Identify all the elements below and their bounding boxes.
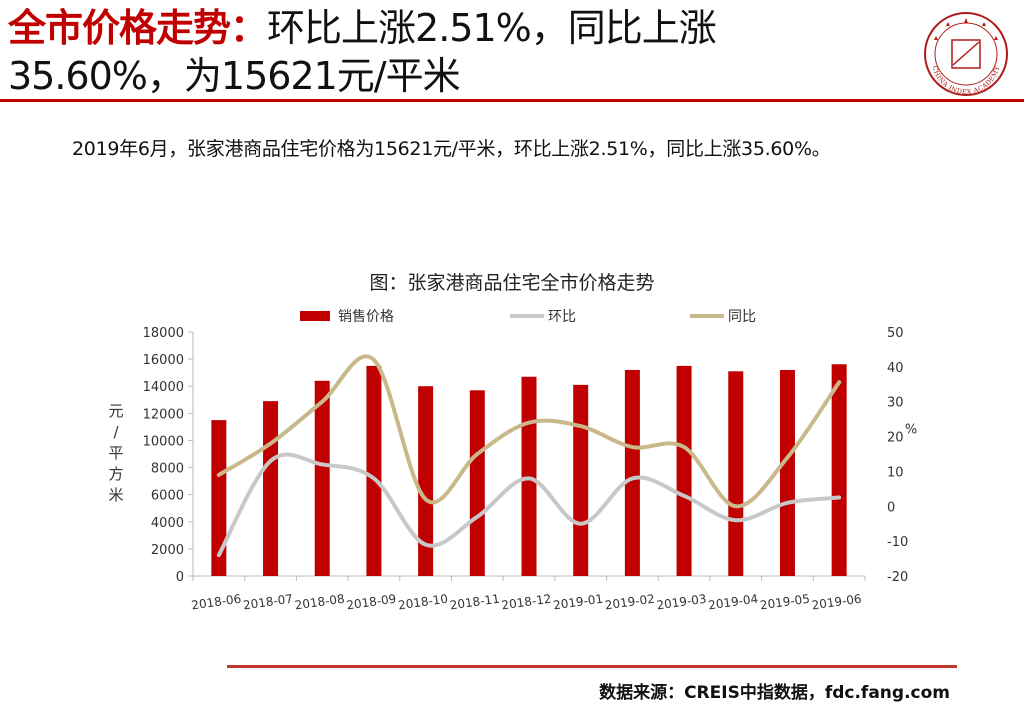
- y-right-tick-label: 50: [887, 326, 904, 341]
- price-trend-chart: 0 2000 4000 6000 8000 10000 12000 14000 16000 180…: [108, 309, 917, 613]
- legend-label-环比: 环比: [548, 309, 576, 325]
- bar-2019-04: [728, 371, 744, 576]
- headline: 全市价格走势：环比上涨2.51%，同比上涨35.60%，为15621元/平米: [8, 4, 888, 100]
- y-left-tick-label: 2000: [151, 543, 184, 558]
- y-right-tick-label: -20: [887, 570, 908, 585]
- x-tick-label: 2018-07: [242, 592, 294, 613]
- y-left-axis-label-char: 元: [108, 402, 123, 420]
- chart-title: 图：张家港商品住宅全市价格走势: [369, 272, 655, 294]
- china-index-academy-logo: CHINA INDEX ACADEMY: [924, 12, 1008, 96]
- line-series-同比: [216, 354, 842, 509]
- bar-2018-09: [366, 365, 382, 576]
- y-right-tick-label: 0: [887, 500, 895, 515]
- y-left-axis-label-char: 平: [108, 444, 123, 462]
- x-tick-label: 2019-05: [759, 592, 811, 613]
- y-left-tick-label: 10000: [143, 434, 184, 449]
- y-left-tick-label: 6000: [151, 489, 184, 504]
- legend-label-同比: 同比: [728, 309, 756, 325]
- bar-2018-06: [211, 420, 227, 576]
- bar-2018-07: [263, 401, 279, 576]
- x-tick-label: 2019-04: [707, 592, 759, 613]
- bar-2018-11: [469, 390, 485, 576]
- bar-2019-02: [624, 369, 640, 576]
- x-tick-label: 2018-08: [294, 592, 346, 613]
- bar-2019-03: [676, 365, 692, 576]
- y-left-tick-label: 18000: [143, 326, 184, 341]
- x-tick-label: 2018-09: [346, 592, 398, 613]
- y-left-tick-label: 4000: [151, 516, 184, 531]
- y-left-tick-label: 0: [176, 570, 184, 585]
- svg-text:CHINA INDEX ACADEMY: CHINA INDEX ACADEMY: [931, 65, 1002, 96]
- y-left-tick-label: 16000: [143, 353, 184, 368]
- y-right-tick-label: -10: [887, 535, 908, 550]
- bar-2019-01: [573, 384, 589, 576]
- y-right-tick-label: 10: [887, 465, 904, 480]
- x-tick-label: 2019-06: [811, 592, 863, 613]
- y-left-axis-label-char: /: [113, 423, 119, 441]
- source-text: 数据来源：CREIS中指数据，fdc.fang.com: [599, 683, 950, 703]
- bar-2018-10: [418, 386, 434, 576]
- x-tick-label: 2018-11: [449, 592, 501, 613]
- x-tick-label: 2019-01: [552, 592, 604, 613]
- headline-rest: 环比上涨2.51%，同比上涨35.60%，为15621元/平米: [8, 6, 717, 98]
- bar-2018-08: [314, 380, 330, 576]
- line-series-环比: [216, 452, 842, 558]
- x-tick-label: 2018-12: [501, 592, 553, 613]
- x-tick-label: 2018-06: [190, 592, 242, 613]
- source-divider: [227, 665, 957, 668]
- legend-swatch-销售价格: [300, 311, 330, 321]
- y-left-tick-label: 8000: [151, 462, 184, 477]
- headline-red-part: 全市价格走势：: [8, 6, 268, 50]
- y-right-axis-label: %: [905, 423, 917, 438]
- x-tick-label: 2019-02: [604, 592, 656, 613]
- bar-2018-12: [521, 376, 537, 576]
- y-right-tick-label: 20: [887, 431, 904, 446]
- bar-2019-05: [779, 369, 795, 576]
- y-left-tick-label: 14000: [143, 380, 184, 395]
- y-left-axis-label-char: 方: [108, 465, 123, 483]
- headline-underline: [0, 99, 1024, 102]
- bar-2019-06: [831, 364, 847, 576]
- legend-label-销售价格: 销售价格: [338, 309, 394, 325]
- y-left-tick-label: 12000: [143, 407, 184, 422]
- y-right-tick-label: 40: [887, 361, 904, 376]
- summary-text: 2019年6月，张家港商品住宅价格为15621元/平米，环比上涨2.51%，同比…: [72, 138, 831, 160]
- logo-text: CHINA INDEX ACADEMY: [931, 65, 1001, 96]
- y-right-tick-label: 30: [887, 396, 904, 411]
- x-tick-label: 2019-03: [656, 592, 708, 613]
- y-left-axis-label-char: 米: [108, 486, 123, 504]
- x-tick-label: 2018-10: [397, 592, 449, 613]
